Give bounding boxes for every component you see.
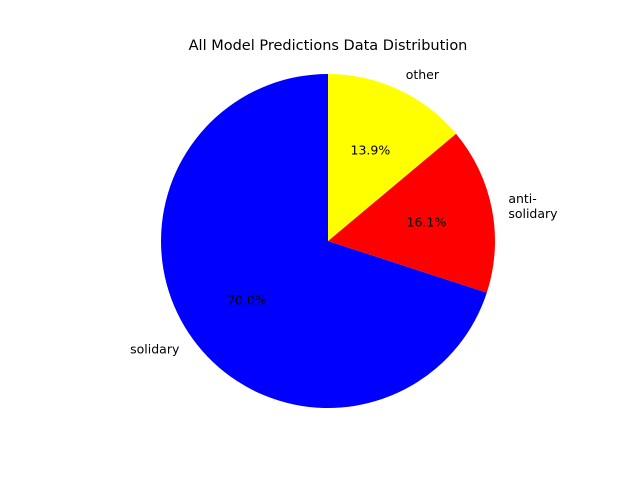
pie-percent-label-anti-solidary: 16.1% [407,214,447,229]
pie-slice-solidary [161,74,487,409]
pie-slice-other [328,74,456,241]
pie-percent-label-other: 13.9% [351,143,391,158]
chart-title: All Model Predictions Data Distribution [189,38,468,54]
pie-category-label-anti-solidary: anti-solidary [508,191,558,221]
pie-category-label-solidary: solidary [130,341,180,356]
pie-slices [161,74,496,409]
pie-slice-anti-solidary [328,133,496,293]
pie-category-labels: solidary anti-solidary other [130,67,558,356]
pie-percent-label-solidary: 70.0% [227,292,267,307]
pie-category-label-other: other [406,67,440,82]
pie-percent-labels: 70.0% 16.1% 13.9% [227,143,446,308]
